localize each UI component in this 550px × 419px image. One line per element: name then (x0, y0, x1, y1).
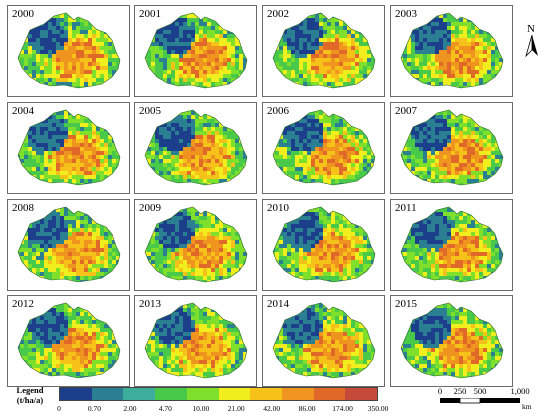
map-panel: 2005 (134, 102, 257, 194)
erosion-map (144, 109, 248, 186)
year-label: 2004 (12, 105, 34, 117)
scale-label: 250 (453, 386, 467, 396)
north-arrow: N (524, 24, 540, 58)
erosion-map (17, 206, 121, 283)
year-label: 2001 (139, 8, 161, 20)
legend-swatch (91, 388, 124, 400)
erosion-map (400, 302, 504, 379)
legend-swatch (345, 388, 378, 400)
year-label: 2007 (395, 105, 417, 117)
legend-unit: (t/ha/a) (16, 395, 44, 405)
map-panel: 2006 (262, 102, 385, 194)
legend-swatch (313, 388, 346, 400)
map-panel: 2007 (390, 102, 513, 194)
year-label: 2003 (395, 8, 417, 20)
legend-label: 2.00 (123, 404, 137, 413)
legend-label: 350.00 (367, 404, 389, 413)
year-label: 2011 (395, 202, 417, 214)
year-label: 2000 (12, 8, 34, 20)
erosion-map (144, 12, 248, 89)
year-label: 2009 (139, 202, 161, 214)
map-panel: 2015 (390, 295, 513, 387)
scale-bar (440, 398, 520, 404)
legend-swatch (60, 388, 92, 400)
map-panel: 2004 (7, 102, 130, 194)
legend-swatch (218, 388, 251, 400)
legend-label: 86.00 (298, 404, 316, 413)
erosion-map (272, 206, 376, 283)
year-label: 2005 (139, 105, 161, 117)
erosion-map (144, 206, 248, 283)
erosion-map (272, 12, 376, 89)
year-label: 2006 (267, 105, 289, 117)
legend-swatch (186, 388, 219, 400)
year-label: 2012 (12, 298, 34, 310)
map-panel: 2003 (390, 5, 513, 97)
scale-label: 1,000 (510, 386, 530, 396)
legend-label: 174.00 (332, 404, 353, 413)
erosion-map (17, 109, 121, 186)
year-label: 2014 (267, 298, 289, 310)
legend-label: 4.70 (158, 404, 172, 413)
north-arrow-icon (525, 35, 538, 57)
scale-label: 500 (473, 386, 487, 396)
legend-title: Legend (t/ha/a) (6, 385, 54, 405)
scale-unit: km (522, 402, 532, 411)
map-panel: 2002 (262, 5, 385, 97)
erosion-map (17, 12, 121, 89)
legend-label: 0 (57, 404, 61, 413)
map-panel: 2009 (134, 199, 257, 291)
legend-label: 10.00 (192, 404, 210, 413)
north-label: N (527, 23, 535, 35)
erosion-map (17, 302, 121, 379)
map-panel: 2010 (262, 199, 385, 291)
map-panel: 2013 (134, 295, 257, 387)
erosion-map (400, 206, 504, 283)
year-label: 2013 (139, 298, 161, 310)
legend-label: 0.70 (87, 404, 101, 413)
map-panel: 2011 (390, 199, 513, 291)
legend-swatch (155, 388, 187, 400)
legend-title-text: Legend (16, 385, 44, 395)
legend-labels: 0 0.70 2.00 4.70 10.00 21.00 42.00 86.00 174.00 3… (57, 404, 388, 414)
scale-bar-labels: 0 250 500 1,000 (437, 386, 540, 397)
map-panel: 2008 (7, 199, 130, 291)
erosion-map (144, 302, 248, 379)
legend-label: 21.00 (227, 404, 245, 413)
legend-swatch (123, 388, 156, 400)
map-panel: 2000 (7, 5, 130, 97)
legend-label: 42.00 (263, 404, 281, 413)
erosion-map (400, 12, 504, 89)
year-label: 2010 (267, 202, 289, 214)
erosion-map (272, 109, 376, 186)
scale-label: 0 (437, 386, 443, 396)
map-panel: 2012 (7, 295, 130, 387)
legend-swatch (250, 388, 282, 400)
erosion-map (400, 109, 504, 186)
year-label: 2008 (12, 202, 34, 214)
map-panel: 2014 (262, 295, 385, 387)
year-label: 2002 (267, 8, 289, 20)
erosion-map (272, 302, 376, 379)
year-label: 2015 (395, 298, 417, 310)
legend-swatch (281, 388, 314, 400)
map-panel: 2001 (134, 5, 257, 97)
legend-colorbar (59, 387, 378, 401)
